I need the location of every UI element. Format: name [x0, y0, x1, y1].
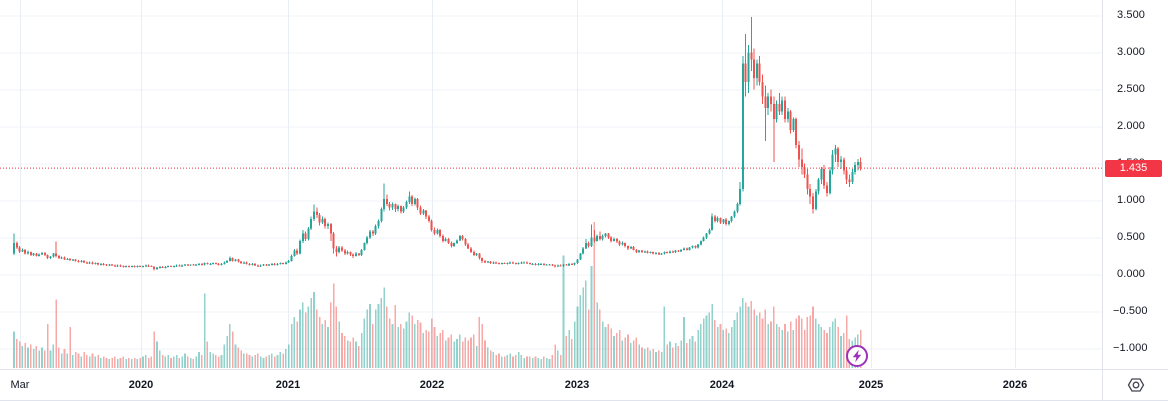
- price-axis[interactable]: 1.435 3.5003.0002.5002.0001.5001.0000.50…: [1102, 0, 1168, 369]
- time-tick-label: 2023: [564, 379, 590, 391]
- time-tick-label: 2024: [709, 379, 735, 391]
- price-tick-label: 0.500: [1117, 231, 1146, 244]
- price-tick-label: 0.000: [1117, 268, 1146, 281]
- price-tick-label: −1.000: [1113, 342, 1148, 355]
- price-tick-label: 2.500: [1117, 83, 1146, 96]
- time-tick-label: 2025: [858, 379, 884, 391]
- candlestick-series: [13, 16, 862, 271]
- lightning-marker-button[interactable]: [844, 343, 870, 369]
- time-tick-label: 2020: [128, 379, 154, 391]
- price-tick-label: 3.500: [1117, 9, 1146, 22]
- time-tick-label: Mar: [10, 379, 30, 391]
- lightning-icon: [846, 345, 868, 367]
- grid-lines: [0, 0, 1102, 368]
- time-axis[interactable]: Mar 2020 2021 2022 2023 2024 2025 2026: [0, 369, 1168, 400]
- gear-icon: [1127, 378, 1144, 392]
- time-tick-label: 2022: [419, 379, 445, 391]
- last-price-label: 1.435: [1105, 159, 1162, 177]
- volume-bars: [13, 222, 862, 368]
- axis-settings-button[interactable]: [1102, 369, 1168, 400]
- time-tick-label: 2026: [1002, 379, 1028, 391]
- price-tick-label: 1.000: [1117, 194, 1146, 207]
- price-tick-label: 3.000: [1117, 46, 1146, 59]
- price-tick-label: 2.000: [1117, 120, 1146, 133]
- price-tick-label: −0.500: [1113, 305, 1148, 318]
- time-tick-label: 2021: [275, 379, 301, 391]
